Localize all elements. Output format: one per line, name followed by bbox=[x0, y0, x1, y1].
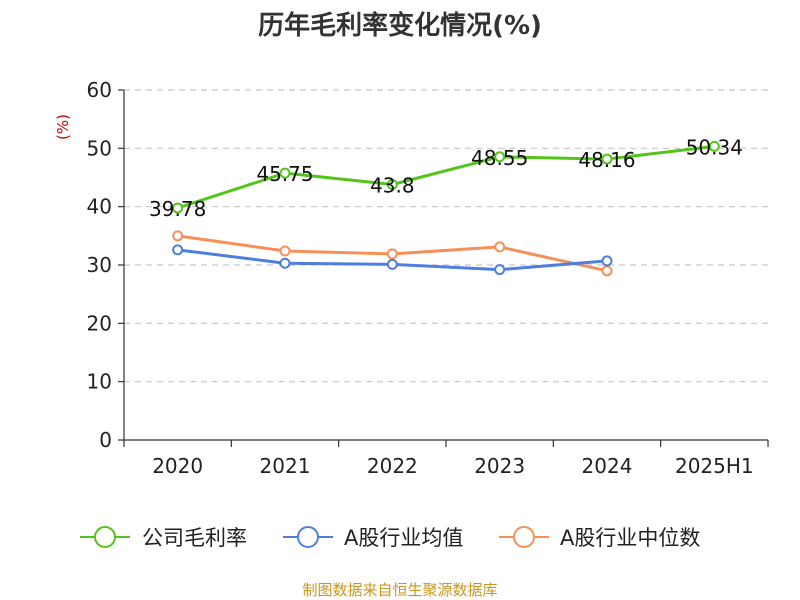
y-tick-label: 10 bbox=[87, 370, 112, 394]
legend-label: A股行业均值 bbox=[344, 526, 463, 550]
data-point bbox=[172, 230, 184, 242]
x-tick-label: 2022 bbox=[367, 454, 418, 478]
legend-label: A股行业中位数 bbox=[560, 526, 700, 550]
y-tick-label: 0 bbox=[99, 428, 112, 452]
data-point bbox=[601, 255, 613, 267]
data-labels: 39.78 45.75 43.8 48.55 48.16 50.34 bbox=[149, 135, 743, 221]
data-point bbox=[279, 167, 291, 179]
data-point bbox=[494, 241, 506, 253]
y-tick-label: 50 bbox=[87, 136, 112, 160]
series-lines bbox=[172, 140, 720, 277]
data-source-note: 制图数据来自恒生聚源数据库 bbox=[302, 581, 497, 599]
legend-swatch-marker bbox=[513, 526, 535, 548]
x-tick-label: 2020 bbox=[152, 454, 203, 478]
data-point bbox=[386, 258, 398, 270]
series-line-1 bbox=[177, 144, 715, 210]
legend: 公司毛利率 A股行业均值 A股行业中位数 bbox=[80, 526, 700, 550]
data-label: 43.8 bbox=[370, 174, 415, 198]
data-label: 45.75 bbox=[256, 162, 313, 186]
y-tick-label: 20 bbox=[87, 311, 112, 335]
data-point bbox=[601, 265, 613, 277]
data-label: 48.55 bbox=[471, 146, 528, 170]
data-point bbox=[172, 202, 184, 214]
legend-swatch-marker bbox=[94, 526, 116, 548]
data-label: 48.16 bbox=[578, 148, 635, 172]
grid-lines bbox=[124, 89, 768, 383]
y-tick-label: 30 bbox=[87, 253, 112, 277]
chart-title: 历年毛利率变化情况(%) bbox=[258, 10, 542, 41]
data-point bbox=[601, 153, 613, 165]
data-point bbox=[708, 140, 720, 152]
data-point bbox=[386, 248, 398, 260]
data-point bbox=[279, 245, 291, 257]
data-point bbox=[279, 257, 291, 269]
data-point bbox=[494, 151, 506, 163]
x-tick-label: 2024 bbox=[582, 454, 633, 478]
x-tick-label: 2025H1 bbox=[675, 454, 754, 478]
data-point bbox=[386, 179, 398, 190]
data-label: 50.34 bbox=[686, 135, 743, 159]
data-label: 39.78 bbox=[149, 197, 206, 221]
x-tick-label: 2021 bbox=[260, 454, 311, 478]
legend-swatch-marker bbox=[297, 526, 319, 548]
x-tick-label: 2023 bbox=[474, 454, 525, 478]
y-tick-label: 60 bbox=[87, 78, 112, 102]
y-tick-label: 40 bbox=[87, 195, 112, 219]
axes: 0 10 20 30 40 50 60 2020 2021 2022 2023 2024 2025H1 bbox=[87, 78, 769, 478]
legend-label: 公司毛利率 bbox=[142, 526, 247, 550]
data-point bbox=[494, 264, 506, 276]
data-point bbox=[172, 244, 184, 256]
y-axis-label: (%) bbox=[54, 114, 72, 140]
